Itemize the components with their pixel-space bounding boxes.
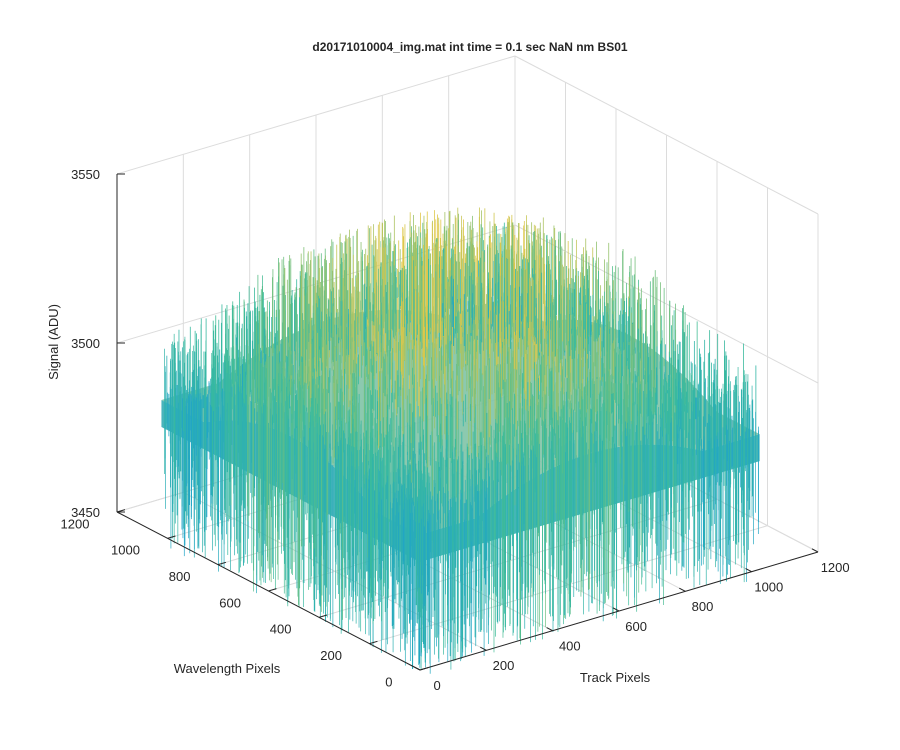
surface-layer — [161, 207, 760, 674]
y-tick-label: 0 — [385, 674, 392, 689]
y-tick-mark — [419, 667, 429, 671]
x-tick-label: 800 — [692, 599, 714, 614]
x-tick-mark — [413, 666, 421, 671]
x-tick-label: 600 — [625, 619, 647, 634]
z-tick-label: 3550 — [71, 167, 100, 182]
chart-title: d20171010004_img.mat int time = 0.1 sec … — [312, 40, 627, 54]
y-tick-mark — [369, 640, 378, 645]
grid-line — [116, 55, 516, 175]
x-tick-label: 1000 — [754, 580, 783, 595]
grid-line — [514, 55, 819, 215]
y-tick-label: 800 — [169, 569, 191, 584]
x-tick-mark — [745, 568, 752, 573]
y-tick-label: 200 — [320, 648, 342, 663]
ticks-layer: 0 200 400 600 800 1000 1200 0 200 400 600 800 1000 12… — [61, 167, 850, 693]
grid-line — [514, 224, 819, 384]
y-tick-mark — [318, 614, 328, 618]
y-tick-mark — [167, 535, 176, 539]
x-tick-label: 1200 — [821, 560, 850, 575]
x-tick-mark — [612, 607, 620, 612]
x-axis-label: Track Pixels — [580, 670, 651, 685]
x-tick-label: 200 — [493, 658, 515, 673]
x-tick-mark — [679, 587, 686, 592]
z-tick-label: 3450 — [71, 505, 100, 520]
y-tick-mark — [217, 561, 227, 566]
y-tick-label: 1200 — [61, 516, 90, 531]
x-tick-mark — [480, 646, 487, 651]
y-tick-label: 1000 — [111, 543, 140, 558]
x-tick-mark — [546, 627, 553, 632]
z-axis-label: Signal (ADU) — [46, 304, 61, 380]
x-tick-label: 0 — [434, 678, 441, 693]
y-axis-label: Wavelength Pixels — [174, 661, 281, 676]
y-tick-mark — [268, 588, 277, 592]
z-tick-label: 3500 — [71, 336, 100, 351]
y-tick-label: 600 — [219, 595, 241, 610]
x-tick-mark — [811, 548, 819, 553]
x-tick-label: 400 — [559, 639, 581, 654]
y-tick-label: 400 — [270, 622, 292, 637]
